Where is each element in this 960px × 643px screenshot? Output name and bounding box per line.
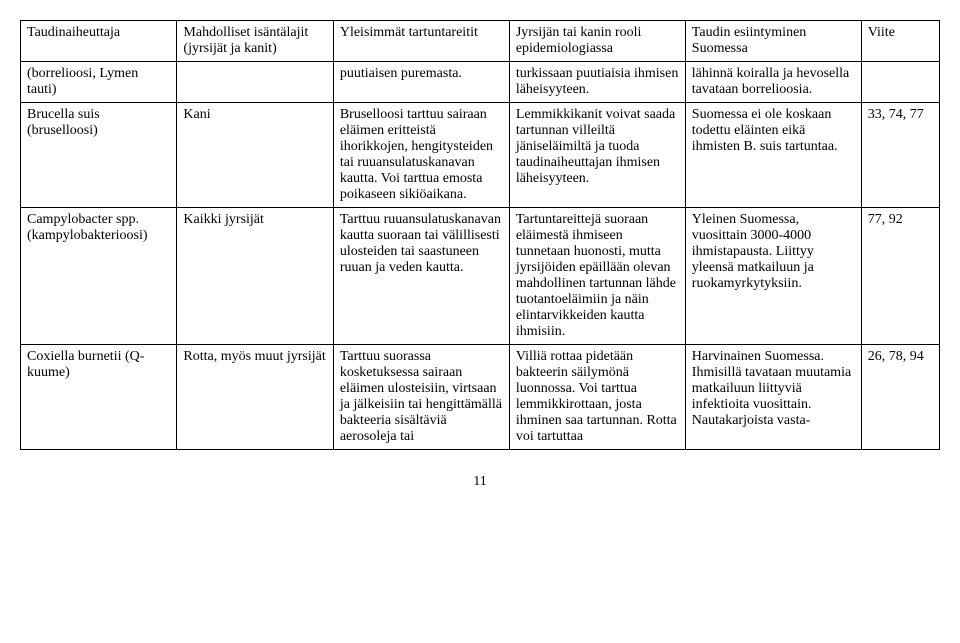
cell: 26, 78, 94 <box>861 345 939 450</box>
cell <box>177 62 333 103</box>
table-header-row: Taudinaiheuttaja Mahdolliset isäntälajit… <box>21 21 940 62</box>
cell: Kaikki jyrsijät <box>177 208 333 345</box>
cell: Rotta, myös muut jyrsijät <box>177 345 333 450</box>
cell: turkissaan puutiaisia ihmisen läheisyyte… <box>509 62 685 103</box>
cell: Kani <box>177 103 333 208</box>
cell: Tarttuu ruuansulatuskanavan kautta suora… <box>333 208 509 345</box>
col-header: Mahdolliset isäntälajit (jyrsijät ja kan… <box>177 21 333 62</box>
table-row: Brucella suis (bruselloosi) Kani Brusell… <box>21 103 940 208</box>
col-header: Yleisimmät tartuntareitit <box>333 21 509 62</box>
cell: Harvinainen Suomessa. Ihmisillä tavataan… <box>685 345 861 450</box>
col-header: Taudinaiheuttaja <box>21 21 177 62</box>
cell <box>861 62 939 103</box>
cell: 77, 92 <box>861 208 939 345</box>
cell: Brucella suis (bruselloosi) <box>21 103 177 208</box>
col-header: Jyrsijän tai kanin rooli epidemiologiass… <box>509 21 685 62</box>
cell: lähinnä koiralla ja hevosella tavataan b… <box>685 62 861 103</box>
cell: Suomessa ei ole koskaan todettu eläinten… <box>685 103 861 208</box>
table-row: Campylobacter spp. (kampylobakterioosi) … <box>21 208 940 345</box>
col-header: Taudin esiintyminen Suomessa <box>685 21 861 62</box>
cell: puutiaisen puremasta. <box>333 62 509 103</box>
cell: Tarttuu suorassa kosketuksessa sairaan e… <box>333 345 509 450</box>
cell: Villiä rottaa pidetään bakteerin säilymö… <box>509 345 685 450</box>
cell: (borrelioosi, Lymen tauti) <box>21 62 177 103</box>
cell: Yleinen Suomessa, vuosittain 3000-4000 i… <box>685 208 861 345</box>
cell: 33, 74, 77 <box>861 103 939 208</box>
table-row: Coxiella burnetii (Q-kuume) Rotta, myös … <box>21 345 940 450</box>
data-table: Taudinaiheuttaja Mahdolliset isäntälajit… <box>20 20 940 450</box>
page-number: 11 <box>20 474 940 490</box>
cell: Coxiella burnetii (Q-kuume) <box>21 345 177 450</box>
cell: Bruselloosi tarttuu sairaan eläimen erit… <box>333 103 509 208</box>
col-header: Viite <box>861 21 939 62</box>
cell: Campylobacter spp. (kampylobakterioosi) <box>21 208 177 345</box>
cell: Tartuntareittejä suoraan eläimestä ihmis… <box>509 208 685 345</box>
table-row: (borrelioosi, Lymen tauti) puutiaisen pu… <box>21 62 940 103</box>
cell: Lemmikkikanit voivat saada tartunnan vil… <box>509 103 685 208</box>
